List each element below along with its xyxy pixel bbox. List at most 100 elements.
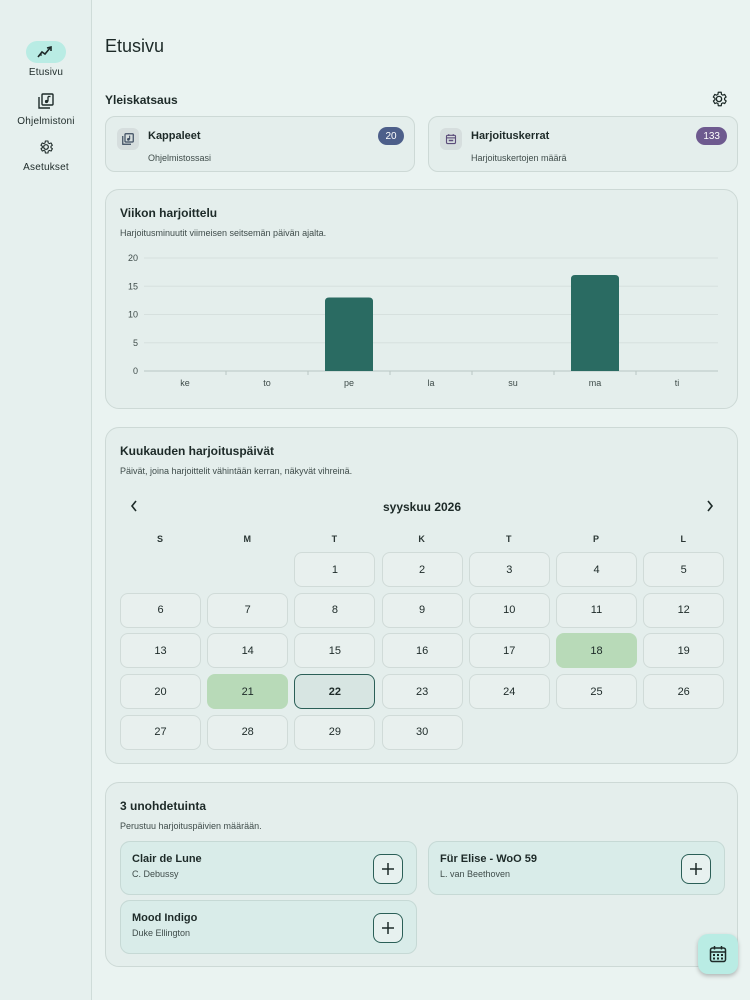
add-practice-button[interactable]	[681, 854, 711, 884]
calendar-day[interactable]: 30	[381, 714, 463, 750]
monthly-calendar-panel: Kuukauden harjoituspäivät Päivät, joina …	[105, 427, 738, 764]
calendar-day[interactable]: 19	[643, 633, 725, 669]
forgotten-songs-panel: 3 unohdetuinta Perustuu harjoituspäivien…	[105, 782, 738, 967]
forgotten-title: 3 unohdetuinta	[120, 799, 206, 813]
calendar-day[interactable]: 26	[643, 674, 725, 710]
calendar-day[interactable]: 17	[468, 633, 550, 669]
gear-icon	[712, 91, 727, 107]
weekly-title: Viikon harjoittelu	[120, 206, 218, 220]
plus-icon	[690, 863, 702, 875]
bar	[325, 297, 373, 371]
calendar-day[interactable]: 2	[381, 552, 463, 587]
plus-icon	[382, 922, 394, 934]
count-badge: 20	[378, 127, 404, 145]
nav-item-repertoire[interactable]: Ohjelmistoni	[0, 90, 92, 127]
chevron-right-icon	[707, 500, 714, 512]
add-practice-button[interactable]	[373, 913, 403, 943]
calendar-day[interactable]: 1	[294, 552, 376, 587]
song-title: Mood Indigo	[132, 912, 198, 924]
add-practice-button[interactable]	[373, 854, 403, 884]
song-card[interactable]: Mood Indigo Duke Ellington	[120, 900, 417, 954]
calendar-icon	[709, 946, 727, 963]
calendar-day[interactable]: 4	[556, 552, 637, 587]
trending-up-icon	[26, 41, 66, 63]
monthly-title: Kuukauden harjoituspäivät	[120, 444, 275, 458]
library-music-icon	[117, 128, 139, 150]
song-title: Für Elise - WoO 59	[440, 853, 537, 865]
stat-subtitle: Ohjelmistossasi	[148, 153, 212, 163]
x-tick-label: to	[263, 378, 271, 388]
weekly-subtitle: Harjoitusminuutit viimeisen seitsemän pä…	[120, 228, 327, 238]
calendar-day[interactable]: 8	[294, 592, 376, 628]
song-card[interactable]: Clair de Lune C. Debussy	[120, 841, 417, 895]
overview-settings-button[interactable]	[710, 90, 730, 110]
stat-card-songs[interactable]: Kappaleet Ohjelmistossasi 20	[105, 116, 415, 172]
monthly-subtitle: Päivät, joina harjoittelit vähintään ker…	[120, 466, 353, 476]
plus-icon	[382, 863, 394, 875]
calendar-day[interactable]: 9	[381, 592, 463, 628]
gear-icon	[26, 136, 66, 158]
weekday-label: T	[506, 534, 512, 544]
song-card[interactable]: Für Elise - WoO 59 L. van Beethoven	[428, 841, 725, 895]
weekday-label: K	[418, 534, 425, 544]
calendar-icon	[440, 128, 462, 150]
library-music-icon	[26, 90, 66, 112]
calendar-day[interactable]: 10	[468, 592, 550, 628]
weekly-bar-chart: 0 5 10 15 20 ke to pe la su ma ti	[128, 253, 718, 388]
y-tick-label: 15	[128, 281, 138, 291]
calendar-day[interactable]: 6	[120, 592, 201, 628]
prev-month-button[interactable]	[126, 498, 142, 514]
weekday-label: S	[156, 534, 163, 544]
nav-label-home: Etusivu	[28, 67, 64, 78]
calendar-day[interactable]: 15	[294, 633, 376, 669]
stat-subtitle: Harjoituskertojen määrä	[471, 153, 567, 163]
overview-title: Yleiskatsaus	[105, 93, 178, 107]
calendar-day[interactable]: 20	[120, 674, 201, 710]
calendar-day[interactable]: 28	[207, 714, 289, 750]
nav-item-settings[interactable]: Asetukset	[0, 136, 92, 173]
y-tick-label: 0	[133, 366, 138, 376]
calendar-day[interactable]: 3	[468, 552, 550, 587]
weekly-practice-panel: Viikon harjoittelu Harjoitusminuutit vii…	[105, 189, 738, 409]
song-artist: L. van Beethoven	[440, 869, 511, 879]
x-tick-label: ma	[589, 378, 602, 388]
weekday-label: M	[243, 534, 251, 544]
calendar-day[interactable]: 18	[556, 633, 637, 669]
calendar-day[interactable]: 23	[381, 674, 463, 710]
weekday-label: L	[680, 534, 686, 544]
nav-label-settings: Asetukset	[23, 162, 69, 173]
x-tick-label: ti	[675, 378, 680, 388]
calendar-day[interactable]: 16	[381, 633, 463, 669]
calendar-day[interactable]: 13	[120, 633, 201, 669]
calendar-day[interactable]: 12	[643, 592, 725, 628]
calendar-day[interactable]: 22	[294, 674, 376, 710]
chevron-left-icon	[130, 500, 137, 512]
page-title: Etusivu	[105, 36, 165, 56]
song-artist: C. Debussy	[132, 869, 179, 879]
nav-label-repertoire: Ohjelmistoni	[17, 116, 75, 127]
bar	[571, 274, 619, 371]
calendar-day[interactable]: 5	[643, 552, 725, 587]
y-tick-label: 5	[133, 338, 138, 348]
calendar-day[interactable]: 21	[207, 674, 289, 710]
calendar-day[interactable]: 7	[207, 592, 289, 628]
calendar-day[interactable]: 25	[556, 674, 637, 710]
calendar-day[interactable]: 14	[207, 633, 289, 669]
calendar-fab-button[interactable]	[698, 934, 738, 974]
calendar-day[interactable]: 11	[556, 592, 637, 628]
x-tick-label: la	[427, 378, 434, 388]
calendar-day[interactable]: 29	[294, 714, 376, 750]
nav-item-home[interactable]: Etusivu	[0, 41, 92, 78]
forgotten-subtitle: Perustuu harjoituspäivien määrään.	[120, 821, 262, 831]
count-badge: 133	[696, 127, 727, 145]
stat-title: Harjoituskerrat	[471, 130, 550, 142]
calendar-day[interactable]: 27	[120, 714, 201, 750]
song-title: Clair de Lune	[132, 853, 202, 865]
stat-title: Kappaleet	[148, 130, 201, 142]
calendar-day[interactable]: 24	[468, 674, 550, 710]
next-month-button[interactable]	[702, 498, 718, 514]
y-tick-label: 20	[128, 253, 138, 263]
song-artist: Duke Ellington	[132, 928, 191, 938]
weekday-label: P	[592, 534, 599, 544]
stat-card-sessions[interactable]: Harjoituskerrat Harjoituskertojen määrä …	[428, 116, 738, 172]
